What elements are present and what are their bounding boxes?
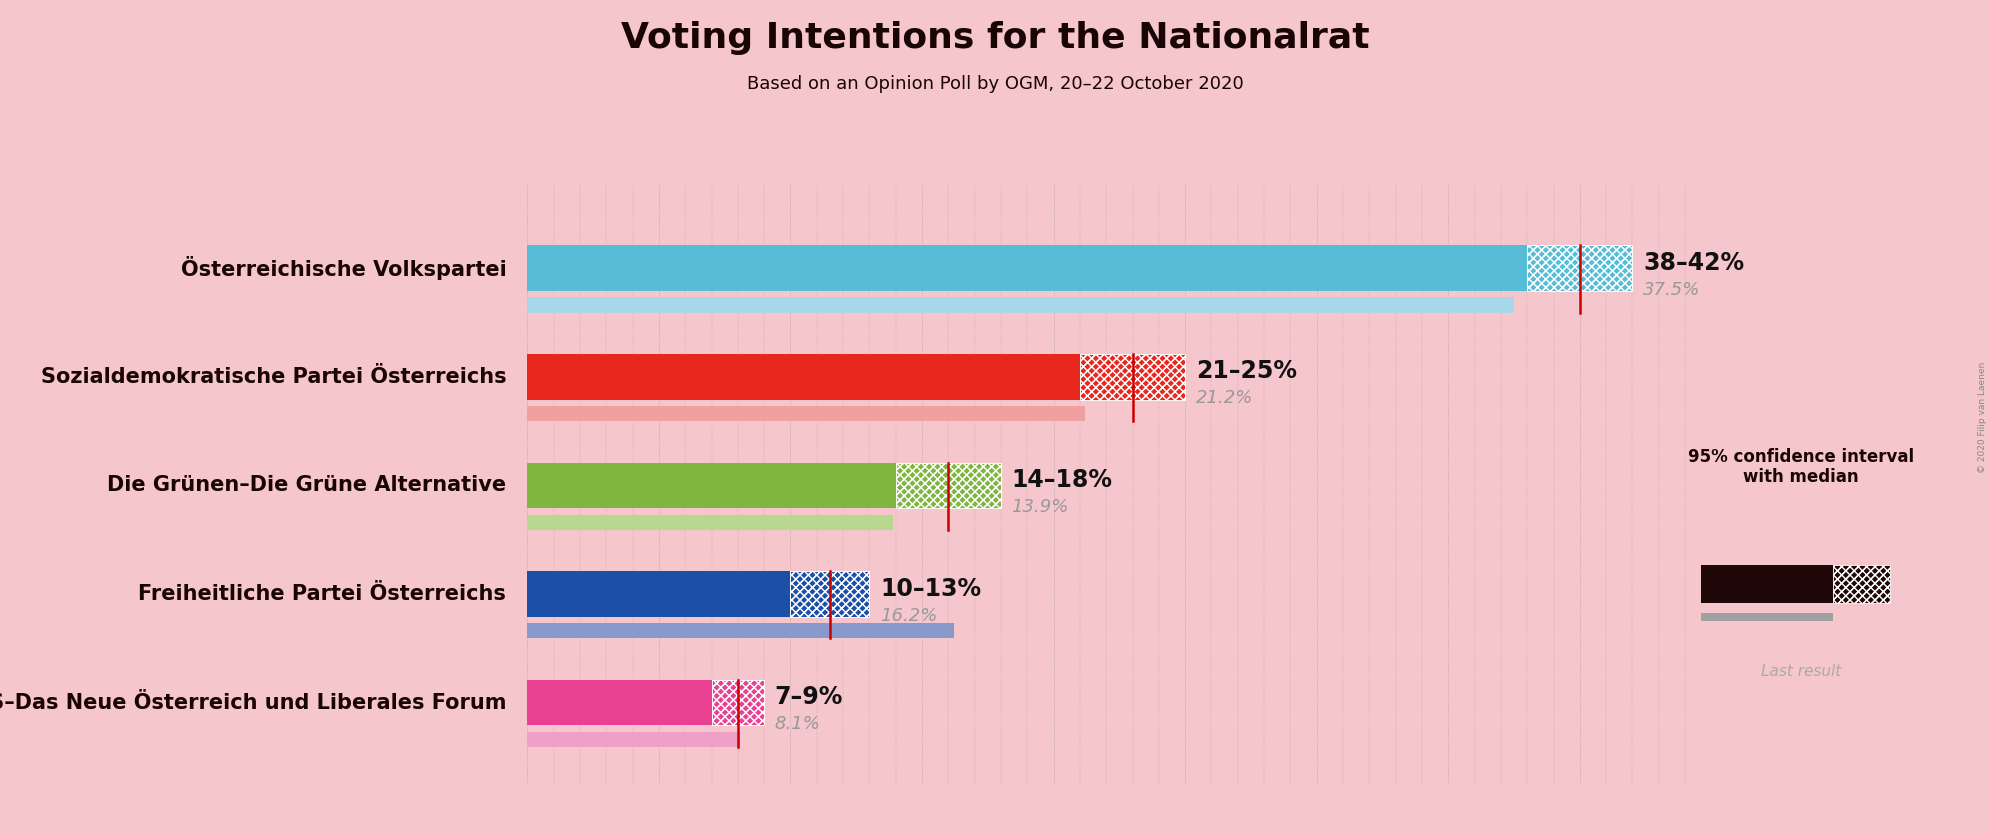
- Text: © 2020 Filip van Laenen: © 2020 Filip van Laenen: [1977, 361, 1985, 473]
- Bar: [527, 245, 1526, 291]
- Text: 38–42%: 38–42%: [1643, 251, 1742, 274]
- Bar: [1832, 565, 1890, 602]
- Bar: [1526, 245, 1631, 291]
- Bar: [1832, 565, 1890, 602]
- Text: Voting Intentions for the Nationalrat: Voting Intentions for the Nationalrat: [621, 21, 1368, 55]
- Text: Last result: Last result: [1760, 664, 1840, 679]
- Text: Sozialdemokratische Partei Österreichs: Sozialdemokratische Partei Österreichs: [40, 367, 505, 387]
- Text: Based on an Opinion Poll by OGM, 20–22 October 2020: Based on an Opinion Poll by OGM, 20–22 O…: [746, 75, 1243, 93]
- Text: Österreichische Volkspartei: Österreichische Volkspartei: [181, 256, 505, 280]
- Text: 10–13%: 10–13%: [879, 576, 981, 600]
- Bar: [895, 463, 1000, 508]
- Text: 21–25%: 21–25%: [1195, 359, 1297, 384]
- Bar: [527, 463, 895, 508]
- Text: 7–9%: 7–9%: [774, 685, 843, 709]
- Bar: [895, 463, 1000, 508]
- Bar: [527, 571, 790, 616]
- Text: 37.5%: 37.5%: [1643, 281, 1699, 299]
- Text: 21.2%: 21.2%: [1195, 389, 1253, 408]
- Bar: [712, 680, 764, 726]
- Bar: [1080, 354, 1185, 399]
- Text: 13.9%: 13.9%: [1010, 498, 1068, 516]
- Text: 14–18%: 14–18%: [1010, 468, 1112, 492]
- Bar: [527, 406, 1084, 421]
- Bar: [790, 571, 869, 616]
- Bar: [790, 571, 869, 616]
- Text: Freiheitliche Partei Österreichs: Freiheitliche Partei Österreichs: [139, 584, 505, 604]
- Bar: [527, 298, 1514, 313]
- Text: 95% confidence interval
with median: 95% confidence interval with median: [1687, 448, 1913, 486]
- Bar: [712, 680, 764, 726]
- Bar: [527, 623, 953, 639]
- Bar: [1526, 245, 1631, 291]
- Bar: [1080, 354, 1185, 399]
- Bar: [1701, 565, 1832, 602]
- Text: 16.2%: 16.2%: [879, 606, 937, 625]
- Bar: [527, 732, 740, 747]
- Text: 8.1%: 8.1%: [774, 716, 819, 733]
- Bar: [527, 354, 1080, 399]
- Bar: [1701, 612, 1832, 631]
- Bar: [527, 515, 893, 530]
- Text: Die Grünen–Die Grüne Alternative: Die Grünen–Die Grüne Alternative: [107, 475, 505, 495]
- Bar: [527, 680, 712, 726]
- Text: NEOS–Das Neue Österreich und Liberales Forum: NEOS–Das Neue Österreich und Liberales F…: [0, 692, 505, 712]
